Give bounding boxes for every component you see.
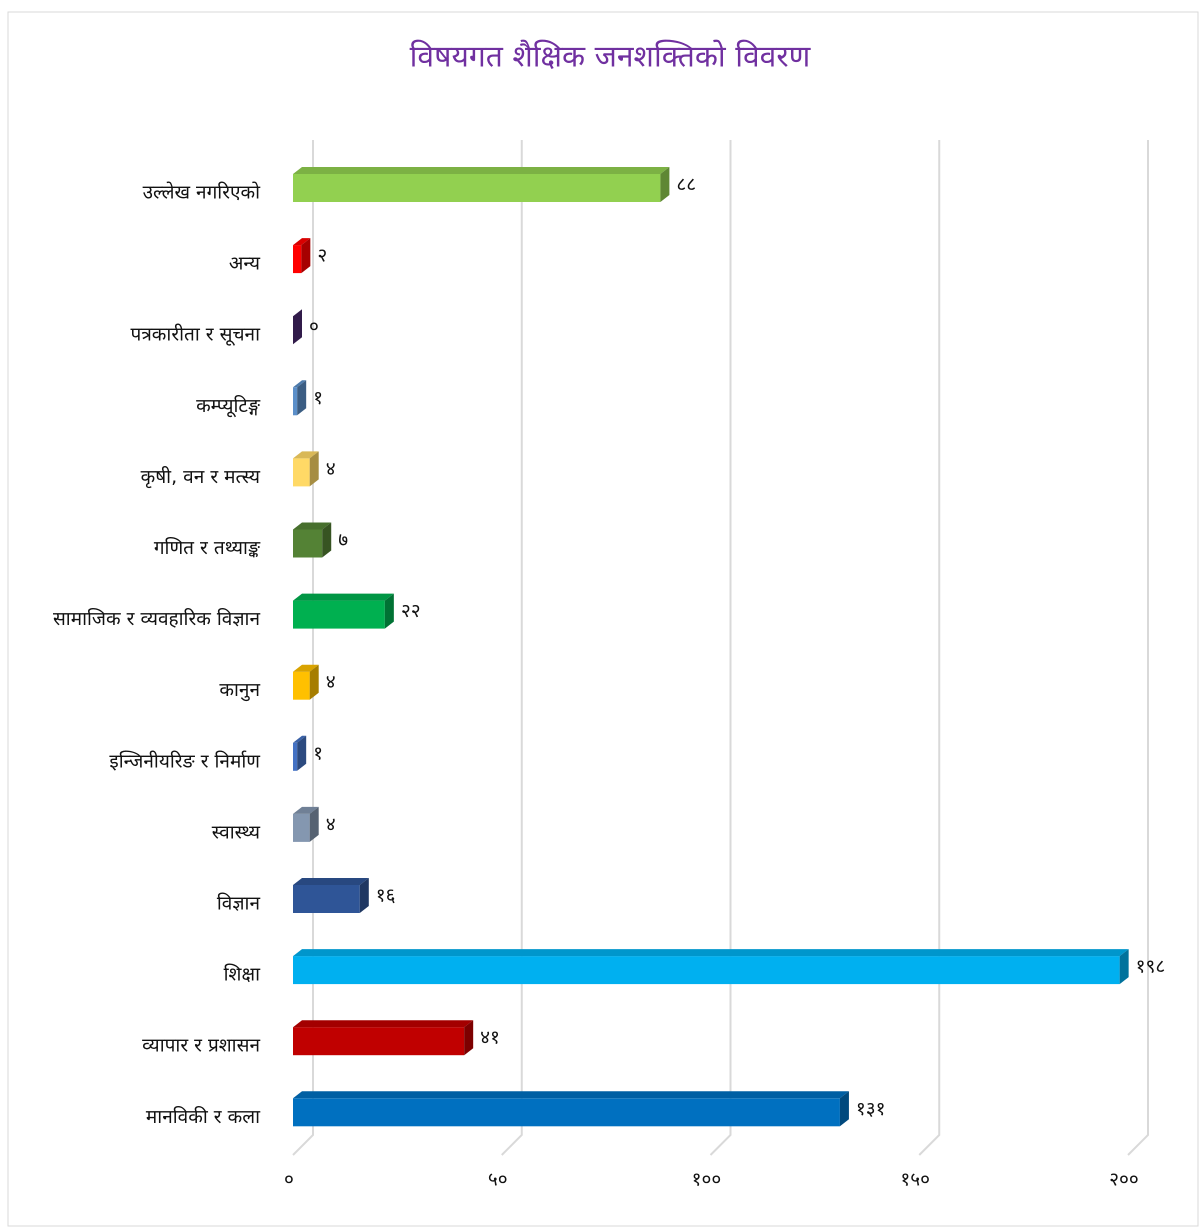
data-label: १ bbox=[313, 742, 323, 764]
bar-top bbox=[293, 1020, 474, 1028]
y-tick-label: स्वास्थ्य bbox=[212, 821, 261, 843]
bar-front bbox=[293, 956, 1120, 985]
bar-side bbox=[1119, 949, 1129, 985]
x-tick-label: २०० bbox=[1109, 1169, 1139, 1191]
bar-side bbox=[293, 309, 302, 345]
bar-front bbox=[293, 885, 360, 913]
chart-border bbox=[7, 11, 1199, 1227]
data-label: ७ bbox=[338, 529, 348, 551]
x-tick-label: ५० bbox=[488, 1169, 508, 1191]
data-label: २ bbox=[317, 245, 327, 267]
bar-front bbox=[293, 742, 298, 771]
x-tick-label: १०० bbox=[692, 1169, 722, 1191]
bar-front bbox=[293, 458, 310, 487]
bar bbox=[293, 309, 302, 345]
bar-side bbox=[660, 167, 670, 202]
bar-top bbox=[293, 664, 319, 672]
data-label: ८८ bbox=[676, 174, 696, 196]
bar-top bbox=[293, 806, 319, 814]
bar-side bbox=[464, 1020, 474, 1056]
bar-top bbox=[293, 593, 394, 601]
y-tick-label: उल्लेख नगरिएको bbox=[143, 181, 261, 204]
bar-side bbox=[359, 878, 369, 913]
chart-title: विषयगत शैक्षिक जनशक्तिको विवरण bbox=[410, 40, 812, 75]
bar bbox=[293, 735, 307, 771]
bar-top bbox=[293, 238, 311, 246]
y-tick-label: अन्य bbox=[229, 253, 261, 275]
bar-side bbox=[309, 664, 319, 700]
y-tick-label: पत्रकारीता र सूचना bbox=[131, 323, 262, 347]
x-tick-label: ० bbox=[284, 1169, 294, 1191]
bar-top bbox=[293, 878, 369, 885]
bar bbox=[293, 380, 307, 416]
bar-top bbox=[293, 1091, 849, 1099]
bar-side bbox=[322, 522, 332, 558]
data-label: १ bbox=[313, 387, 323, 409]
bar bbox=[293, 1091, 849, 1127]
bar-top bbox=[293, 451, 319, 459]
y-tick-label: मानविकी र कला bbox=[146, 1105, 261, 1128]
grid-line bbox=[1127, 140, 1149, 1156]
bar bbox=[293, 664, 319, 700]
bar bbox=[293, 522, 332, 558]
y-tick-label: कम्प्यूटिङ्ग bbox=[196, 394, 261, 418]
bar-side bbox=[301, 238, 311, 274]
y-tick-label: कानुन bbox=[219, 679, 260, 702]
bar-top bbox=[293, 522, 332, 530]
bar-top bbox=[293, 380, 307, 388]
bar-side bbox=[297, 380, 307, 416]
y-tick-label: विज्ञान bbox=[217, 892, 261, 915]
data-label: १९८ bbox=[1136, 956, 1166, 978]
y-tick-label: सामाजिक र व्यवहारिक विज्ञान bbox=[53, 607, 261, 630]
data-label: १३१ bbox=[856, 1098, 886, 1120]
bar bbox=[293, 593, 394, 629]
bar bbox=[293, 167, 670, 202]
bar bbox=[293, 238, 311, 274]
bar-front bbox=[293, 671, 310, 700]
bar-front bbox=[293, 174, 661, 202]
y-tick-label: इन्जिनीयरिङ र निर्माण bbox=[109, 749, 260, 772]
bar-top bbox=[293, 949, 1129, 957]
y-tick-label: व्यापार र प्रशासन bbox=[142, 1035, 260, 1057]
y-tick-label: शिक्षा bbox=[224, 963, 261, 986]
data-label: १६ bbox=[376, 885, 396, 907]
grid-line bbox=[709, 140, 732, 1156]
bar-top bbox=[293, 735, 307, 743]
data-label: ० bbox=[309, 316, 319, 338]
bar-front bbox=[293, 600, 385, 629]
bar-side bbox=[297, 735, 307, 771]
bar-side bbox=[309, 451, 319, 487]
bar-front bbox=[293, 1098, 840, 1127]
bar-front bbox=[293, 529, 323, 558]
bar bbox=[293, 806, 319, 842]
y-tick-label: कृषी, वन र मत्स्य bbox=[141, 465, 261, 489]
data-label: ४१ bbox=[480, 1027, 500, 1049]
bar-side bbox=[384, 593, 394, 629]
bar-front bbox=[293, 245, 302, 274]
bar bbox=[293, 1020, 474, 1056]
data-label: २२ bbox=[401, 600, 421, 622]
bar-top bbox=[293, 167, 670, 174]
bar-front bbox=[293, 387, 298, 416]
bar bbox=[293, 949, 1129, 985]
data-label: ४ bbox=[326, 458, 336, 480]
bar-side bbox=[309, 806, 319, 842]
grid-line bbox=[918, 140, 941, 1156]
x-tick-label: १५० bbox=[900, 1169, 930, 1191]
grid-line bbox=[501, 140, 523, 1156]
bar-front bbox=[293, 813, 310, 842]
bar-front bbox=[293, 1027, 465, 1056]
bar bbox=[293, 451, 319, 487]
data-label: ४ bbox=[326, 671, 336, 693]
bar bbox=[293, 878, 369, 913]
y-tick-label: गणित र तथ्याङ्क bbox=[154, 536, 261, 559]
data-label: ४ bbox=[326, 813, 336, 835]
bar-side bbox=[839, 1091, 849, 1127]
